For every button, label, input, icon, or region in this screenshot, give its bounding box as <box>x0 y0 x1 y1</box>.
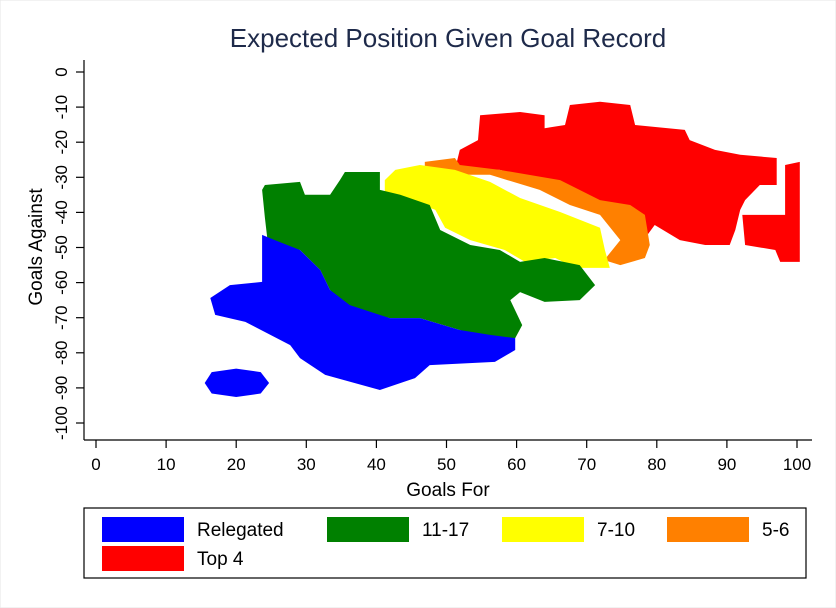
chart-title: Expected Position Given Goal Record <box>230 23 666 53</box>
legend-swatch-11-17 <box>327 517 409 542</box>
y-tick-label: -60 <box>52 270 71 295</box>
region-relegated-0 <box>210 234 516 390</box>
x-tick-label: 10 <box>157 455 176 474</box>
y-tick-label: -30 <box>52 165 71 190</box>
y-tick-label: -90 <box>52 376 71 401</box>
plot-regions <box>204 101 800 397</box>
y-tick-label: -100 <box>52 406 71 440</box>
legend-label: 11-17 <box>422 520 469 541</box>
x-tick-label: 40 <box>367 455 386 474</box>
y-tick-label: -70 <box>52 305 71 330</box>
region-top-4-1 <box>742 161 800 262</box>
y-ticks: 0 -10 -20 -30 -40 -50 -60 -70 -80 -90 -100 <box>52 67 84 440</box>
region-top-4-0 <box>454 101 777 255</box>
y-axis-label: Goals Against <box>26 188 47 306</box>
x-tick-label: 50 <box>437 455 456 474</box>
region-relegated-1 <box>204 368 270 397</box>
legend-label: 5-6 <box>762 520 789 541</box>
x-axis-label: Goals For <box>406 480 490 501</box>
y-tick-label: -50 <box>52 235 71 260</box>
x-tick-label: 0 <box>91 455 100 474</box>
y-tick-label: -20 <box>52 130 71 155</box>
x-tick-label: 80 <box>647 455 666 474</box>
y-tick-label: 0 <box>52 67 71 76</box>
x-tick-label: 90 <box>717 455 736 474</box>
y-tick-label: -40 <box>52 200 71 225</box>
legend-label: Relegated <box>197 520 284 541</box>
legend: Relegated 11-17 7-10 5-6 Top 4 <box>102 517 789 571</box>
region-5-6-0 <box>424 158 650 266</box>
legend-swatch-top-4 <box>102 546 184 571</box>
region-11-17-0 <box>262 172 596 341</box>
y-tick-label: -10 <box>52 95 71 120</box>
x-tick-label: 60 <box>507 455 526 474</box>
legend-swatch-relegated <box>102 517 184 542</box>
region-7-10-0 <box>384 165 610 268</box>
y-tick-label: -80 <box>52 341 71 366</box>
legend-swatch-7-10 <box>502 517 584 542</box>
x-tick-label: 100 <box>783 455 811 474</box>
x-tick-label: 30 <box>297 455 316 474</box>
x-ticks: 0 10 20 30 40 50 60 70 80 90 100 <box>91 440 811 474</box>
x-tick-label: 70 <box>577 455 596 474</box>
legend-swatch-5-6 <box>667 517 749 542</box>
x-tick-label: 20 <box>227 455 246 474</box>
legend-label: 7-10 <box>597 520 635 541</box>
legend-label: Top 4 <box>197 549 244 570</box>
